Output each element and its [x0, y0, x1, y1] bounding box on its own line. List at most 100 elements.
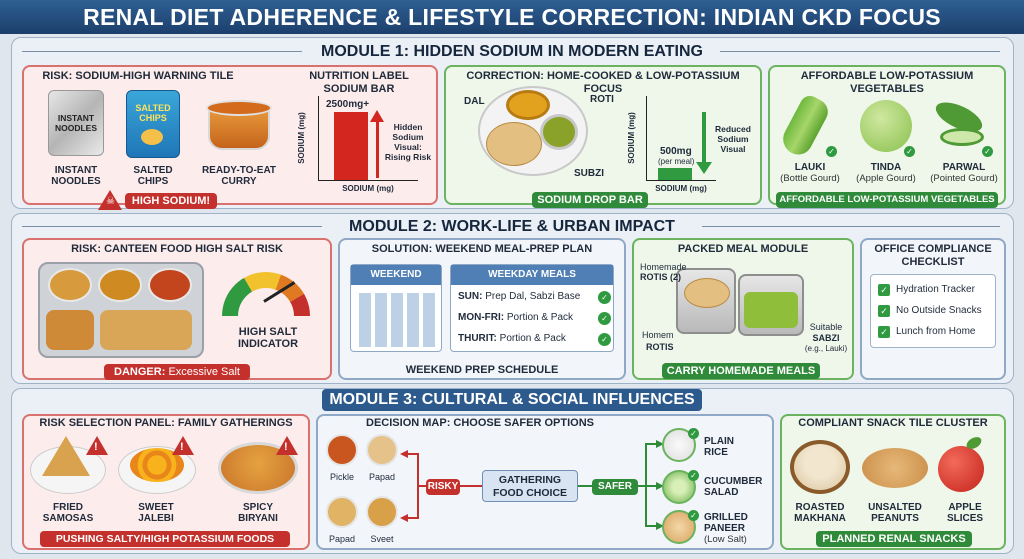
tinda-icon	[860, 100, 912, 152]
module-3-title: MODULE 3: CULTURAL & SOCIAL INFLUENCES	[322, 389, 702, 411]
module-2-rule-right	[702, 226, 1000, 227]
packed-label-2b: ROTIS	[646, 342, 674, 352]
correction-y-axis	[646, 96, 647, 180]
veg-tinda-name: TINDA	[870, 162, 902, 173]
samosa-shape	[42, 436, 90, 476]
tray-bowl-1	[48, 268, 92, 302]
packed-label-3b: SABZI	[812, 333, 840, 343]
jalebi-label-a: SWEET	[138, 502, 174, 513]
low-sodium-value: 500mg	[660, 146, 692, 157]
subzi-bowl	[540, 114, 578, 150]
curry-top	[206, 100, 272, 116]
ready-curry-icon	[204, 96, 274, 154]
tinda-check-icon: ✓	[904, 146, 915, 157]
papad-icon-2	[326, 496, 358, 528]
chips-pack-label: SALTED CHIPS	[135, 103, 171, 123]
checklist-item-3-check-icon: ✓	[878, 326, 890, 338]
veg-parwal-name: PARWAL	[942, 162, 986, 173]
parwal-check-icon: ✓	[982, 146, 993, 157]
safe-cucumber-b: SALAD	[704, 487, 739, 498]
packed-label-2a: Homem	[642, 330, 674, 340]
high-sodium-banner: HIGH SODIUM!	[125, 193, 217, 209]
label-x-label: SODIUM (mg)	[342, 184, 394, 193]
roti-shape	[486, 122, 542, 166]
papad-icon-1	[366, 434, 398, 466]
planned-snacks-banner: PLANNED RENAL SNACKS	[816, 531, 972, 547]
correction-y-label: SODIUM (mg)	[627, 112, 636, 164]
family-gatherings-title: RISK SELECTION PANEL: FAMILY GATHERINGS	[39, 417, 293, 429]
module-2-rule-left	[22, 226, 322, 227]
prep-row-1-day: SUN:	[458, 291, 483, 302]
low-sodium-bar	[658, 168, 692, 180]
decision-arrows	[400, 440, 664, 530]
snack-apple-a: APPLE	[948, 502, 982, 513]
module-1-rule-left	[22, 51, 302, 52]
roti-label: ROTI	[590, 94, 614, 105]
risky-item-4: Sveet	[370, 534, 394, 544]
packed-label-3a: Suitable	[809, 322, 843, 332]
module-2-title: MODULE 2: WORK-LIFE & URBAN IMPACT	[349, 218, 675, 235]
prep-row-2-text: Portion & Pack	[506, 312, 574, 323]
peanuts-icon	[862, 448, 928, 488]
hidden-sodium-note: Hidden Sodium Visual: Rising Risk	[384, 122, 432, 162]
label-y-axis	[318, 96, 319, 180]
paneer-check-icon: ✓	[688, 510, 699, 521]
samosa-label-a: FRIED	[53, 502, 83, 513]
carry-homemade-banner: CARRY HOMEMADE MEALS	[662, 363, 820, 379]
module-1-title: MODULE 1: HIDDEN SODIUM IN MODERN EATING	[321, 43, 703, 60]
tiffin-rotis	[684, 278, 730, 308]
biryani-label-a: SPICY	[242, 502, 273, 513]
prep-row-2-check-icon: ✓	[598, 312, 611, 325]
prep-row-3: THURIT: Portion & Pack	[458, 333, 608, 344]
checklist-item-2: No Outside Snacks	[896, 305, 982, 316]
vegetables-banner: AFFORDABLE LOW-POTASSIUM VEGETABLES	[776, 192, 998, 208]
tray-onion-rings	[46, 310, 94, 350]
danger-banner-bold: DANGER:	[114, 366, 166, 378]
safe-paneer-a: GRILLED	[704, 512, 748, 523]
snack-peanuts-b: PEANUTS	[871, 513, 919, 524]
snack-makhana-b: MAKHANA	[794, 513, 846, 524]
jalebi-label-b: JALEBI	[138, 513, 174, 524]
safe-cucumber-a: CUCUMBER	[704, 476, 763, 487]
vegetables-title: AFFORDABLE LOW-POTASSIUM VEGETABLES	[800, 70, 974, 95]
prep-row-1: SUN: Prep Dal, Sabzi Base	[458, 291, 608, 302]
pickle-icon	[326, 434, 358, 466]
checklist-item-1-check-icon: ✓	[878, 284, 890, 296]
correction-title: CORRECTION: HOME-COOKED & LOW-POTASSIUM …	[466, 70, 740, 95]
samosa-label-b: SAMOSAS	[42, 513, 94, 524]
salted-chips-icon: SALTED CHIPS	[126, 90, 180, 158]
meal-prep-title: SOLUTION: WEEKEND MEAL-PREP PLAN	[371, 243, 593, 255]
high-salt-indicator-label: HIGH SALT INDICATOR	[237, 326, 299, 350]
module-1-rule-right	[720, 51, 1000, 52]
safe-paneer-c: (Low Salt)	[704, 534, 747, 545]
rice-check-icon: ✓	[688, 428, 699, 439]
checklist-item-3: Lunch from Home	[896, 326, 976, 337]
packed-label-3c: (e.g., Lauki)	[804, 344, 848, 353]
apple-icon	[938, 446, 984, 492]
prep-row-3-check-icon: ✓	[598, 333, 611, 346]
chip-shape	[141, 129, 163, 145]
reduced-arrow	[702, 112, 706, 164]
low-sodium-value-sub: (per meal)	[658, 157, 695, 166]
weekend-label: WEEKEND	[351, 265, 441, 285]
prep-row-1-text: Prep Dal, Sabzi Base	[485, 291, 581, 302]
reduced-sodium-note: Reduced Sodium Visual	[715, 124, 751, 154]
subzi-label: SUBZI	[574, 168, 604, 179]
gathering-choice-box: GATHERING FOOD CHOICE	[482, 470, 578, 502]
decision-map-title: DECISION MAP: CHOOSE SAFER OPTIONS	[366, 417, 594, 429]
danger-banner-rest: Excessive Salt	[168, 366, 240, 378]
tray-bowl-3	[148, 268, 192, 302]
veg-lauki-name: LAUKI	[794, 162, 826, 173]
prep-row-2-day: MON-FRI:	[458, 312, 505, 323]
sodium-drop-banner: SODIUM DROP BAR	[532, 192, 648, 208]
instant-noodles-label: INSTANT NOODLES	[51, 165, 101, 187]
main-title: RENAL DIET ADHERENCE & LIFESTYLE CORRECT…	[0, 0, 1024, 34]
makhana-icon	[790, 440, 850, 494]
tray-bowl-2	[98, 268, 142, 302]
safe-rice-b: RICE	[704, 447, 728, 458]
correction-x-axis	[646, 180, 716, 181]
biryani-label-b: BIRYANI	[238, 513, 278, 524]
risky-item-1: Pickle	[329, 472, 354, 482]
skull-warning-icon: ☠	[98, 190, 122, 210]
risky-item-3: Papad	[328, 534, 356, 544]
